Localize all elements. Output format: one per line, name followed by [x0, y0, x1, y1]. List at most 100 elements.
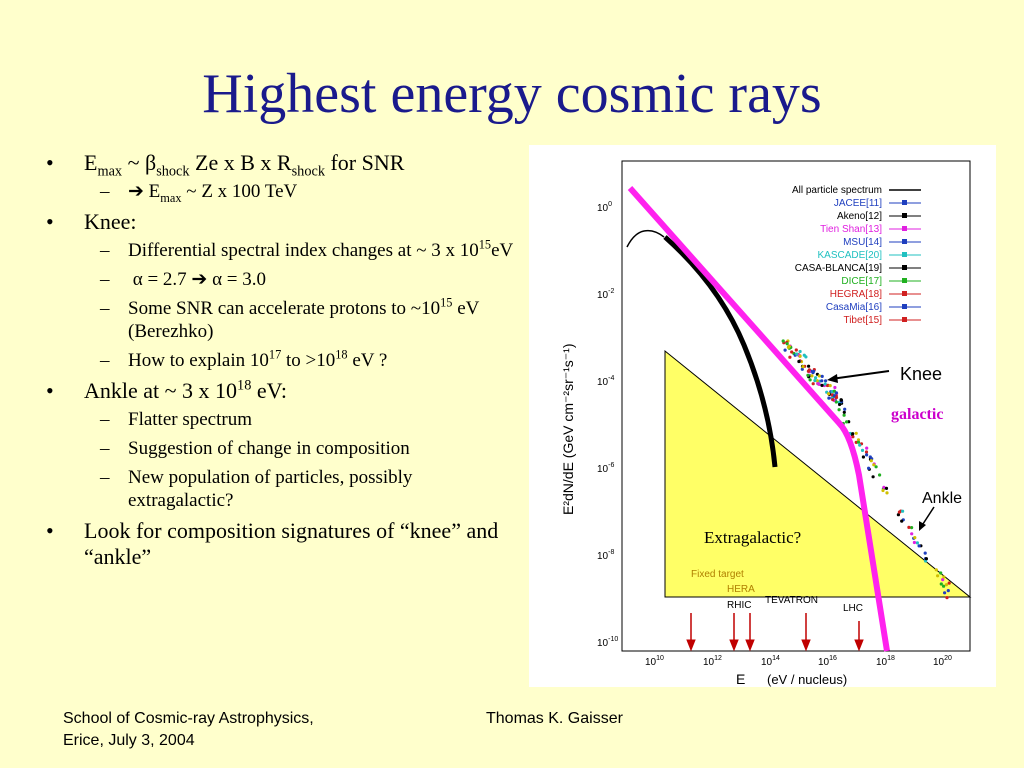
- data-points: [781, 339, 951, 600]
- data-point: [834, 395, 839, 400]
- data-point: [942, 575, 946, 579]
- data-point: [845, 420, 849, 424]
- cosmic-ray-spectrum-figure: 100 10-2 10-4 10-6 10-8 10-10 1010 1012 …: [529, 145, 996, 687]
- data-point: [861, 455, 865, 459]
- data-point: [839, 398, 843, 402]
- sub-bullet-alpha: – α = 2.7 ➔ α = 3.0: [100, 269, 267, 290]
- bullet-knee: • Knee:: [46, 209, 137, 234]
- footer-author: Thomas K. Gaisser: [486, 710, 623, 727]
- legend-entry: Akeno[12]: [837, 211, 882, 222]
- data-point: [864, 450, 869, 454]
- ankle-label: Ankle: [922, 490, 962, 507]
- legend-entry: KASCADE[20]: [818, 250, 883, 261]
- x-tick: 1010: [645, 655, 664, 668]
- data-point: [872, 463, 876, 467]
- data-point: [871, 475, 875, 479]
- legend-marker: [902, 239, 907, 244]
- data-point: [800, 367, 804, 371]
- data-point: [783, 348, 787, 352]
- data-point: [865, 453, 869, 457]
- data-point: [901, 509, 905, 513]
- data-point: [942, 584, 946, 588]
- y-tick: 10-4: [597, 375, 614, 388]
- tevatron-label: TEVATRON: [765, 595, 818, 606]
- arrowhead: [686, 639, 696, 652]
- data-point: [936, 574, 940, 578]
- x-axis-label-unit: (eV / nucleus): [767, 672, 847, 687]
- legend-entry: CasaMia[16]: [826, 302, 882, 313]
- legend-marker: [902, 265, 907, 270]
- extragalactic-triangle: [664, 349, 972, 598]
- slide-title: Highest energy cosmic rays: [202, 63, 822, 125]
- data-point: [910, 532, 914, 536]
- data-point: [917, 544, 921, 548]
- data-point: [820, 383, 824, 387]
- legend-entry: MSU[14]: [843, 237, 882, 248]
- data-point: [788, 355, 792, 359]
- sub-bullet-composition: – Suggestion of change in composition: [100, 438, 410, 459]
- data-point: [915, 541, 919, 545]
- x-tick: 1016: [818, 655, 837, 668]
- data-point: [897, 510, 901, 514]
- data-point: [923, 551, 927, 555]
- lhc-label: LHC: [843, 603, 863, 614]
- legend-marker: [902, 304, 907, 309]
- data-point: [907, 525, 911, 529]
- data-point: [884, 486, 889, 490]
- data-point: [856, 440, 861, 444]
- data-point: [797, 359, 801, 364]
- data-point: [827, 392, 831, 396]
- data-point: [869, 459, 873, 463]
- hera-label: HERA: [727, 584, 755, 595]
- data-point: [944, 583, 948, 587]
- data-point: [820, 379, 824, 383]
- data-point: [939, 571, 943, 575]
- legend-marker: [902, 291, 907, 296]
- bullet-list: • Emax ~ βshock Ze x B x Rshock for SNR –…: [40, 150, 520, 574]
- knee-label: Knee: [900, 364, 942, 384]
- data-point: [910, 526, 914, 530]
- data-point: [814, 376, 818, 380]
- x-axis-ticks: 1010 1012 1014 1016 1018 1020: [645, 655, 952, 668]
- data-point: [785, 342, 789, 346]
- data-point: [787, 344, 791, 348]
- data-point: [874, 465, 878, 469]
- sub-bullet-snr-protons: – Some SNR can accelerate protons to ~101…: [100, 295, 479, 342]
- data-point: [798, 349, 802, 354]
- data-point: [827, 396, 831, 400]
- footer-left: School of Cosmic-ray Astrophysics, Erice…: [63, 708, 314, 752]
- data-point: [882, 485, 886, 489]
- x-tick: 1014: [761, 655, 780, 668]
- sub-bullet-new-population: – New population of particles, possibly e…: [100, 467, 413, 511]
- arrowhead: [745, 639, 755, 652]
- x-tick: 1018: [876, 655, 895, 668]
- data-point: [790, 350, 794, 354]
- data-point: [795, 352, 799, 356]
- x-axis-label-e: E: [736, 671, 745, 687]
- data-point: [851, 435, 855, 439]
- spectrum-fit-line: [627, 186, 890, 652]
- all-particle-spectrum-curve: [626, 229, 665, 248]
- data-point: [794, 348, 798, 352]
- y-tick: 10-6: [597, 462, 614, 475]
- bullet-look: • Look for composition signatures of “kne…: [46, 518, 499, 569]
- data-point: [802, 353, 806, 357]
- data-point: [865, 446, 869, 450]
- data-point: [834, 391, 838, 395]
- data-point: [842, 413, 846, 417]
- data-point: [854, 440, 858, 444]
- sub-bullet-explain: – How to explain 1017 to >1018 eV ?: [100, 347, 388, 371]
- data-point: [808, 378, 812, 382]
- galactic-label: galactic: [891, 406, 943, 423]
- knee-arrow: [830, 370, 890, 380]
- data-point: [843, 407, 847, 411]
- data-point: [947, 581, 951, 585]
- legend-marker: [902, 213, 907, 218]
- y-tick: 100: [597, 201, 612, 214]
- y-axis-ticks: 100 10-2 10-4 10-6 10-8 10-10: [597, 201, 618, 649]
- y-tick: 10-2: [597, 288, 614, 301]
- data-point: [781, 339, 785, 343]
- data-point: [913, 536, 917, 540]
- data-point: [860, 448, 865, 452]
- data-point: [912, 540, 916, 545]
